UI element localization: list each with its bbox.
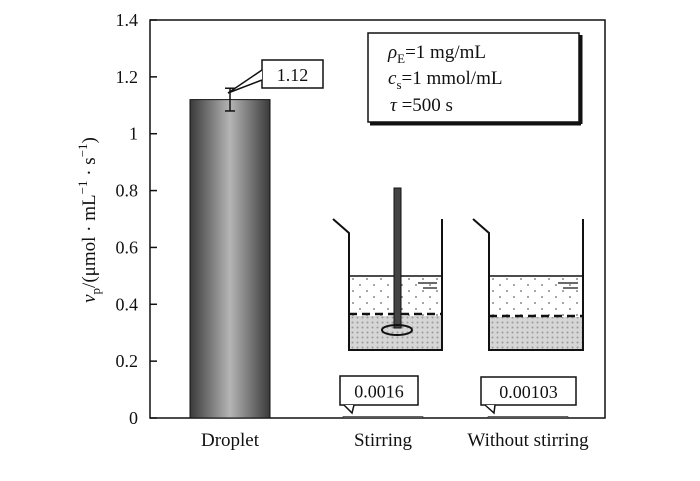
y-tick-label: 1 [129,124,138,144]
data-label-1: 0.0016 [339,375,419,415]
data-label-text-1: 0.0016 [354,382,404,402]
bar-2 [487,416,569,419]
category-labels: Droplet Stirring Without stirring [201,430,589,451]
category-label-1: Stirring [354,430,413,451]
data-label-text-0: 1.12 [277,65,309,85]
y-axis-label-sup2: −1 [75,143,90,157]
beaker-stirring-illustration [332,187,443,351]
y-tick-label: 0.8 [116,181,139,201]
y-tick-label: 1.4 [116,10,139,30]
y-tick-label: 0.6 [116,237,139,257]
data-label-2: 0.00103 [480,376,577,415]
y-tick-label: 0 [129,408,138,428]
data-labels: 1.12 0.0016 0.00103 [227,59,577,415]
beaker-without-stirring-illustration [472,218,584,351]
category-label-2: Without stirring [467,430,589,451]
y-axis-label-mid: · s [79,157,100,180]
y-axis-label-symbol: v [79,294,100,303]
bar-1 [342,416,424,419]
y-axis-label-unit: /(μmol · mL [79,194,100,288]
y-axis-label-close: ) [79,137,100,143]
y-axis-label-sup1: −1 [75,181,90,195]
bars [189,87,569,419]
y-tick-label: 0.2 [116,351,139,371]
condition-tau: τ =500 s [390,95,453,116]
y-tick-label: 0.4 [116,294,139,314]
y-axis-label-sub: p [88,288,103,295]
data-label-text-2: 0.00103 [499,382,558,402]
y-tick-label: 1.2 [116,67,139,87]
condition-cs: cs=1 mmol/mL [388,68,502,92]
data-label-0: 1.12 [227,59,324,94]
bar-0 [189,99,271,419]
y-axis-ticks: 0 0.2 0.4 0.6 0.8 1 1.2 1.4 [116,10,157,428]
category-label-0: Droplet [201,430,260,451]
conditions-box: ρE=1 mg/mL cs=1 mmol/mL τ =500 s [367,32,583,126]
y-axis-label: vp/(μmol · mL−1 · s−1) [75,137,103,303]
condition-rho: ρE=1 mg/mL [387,42,486,66]
